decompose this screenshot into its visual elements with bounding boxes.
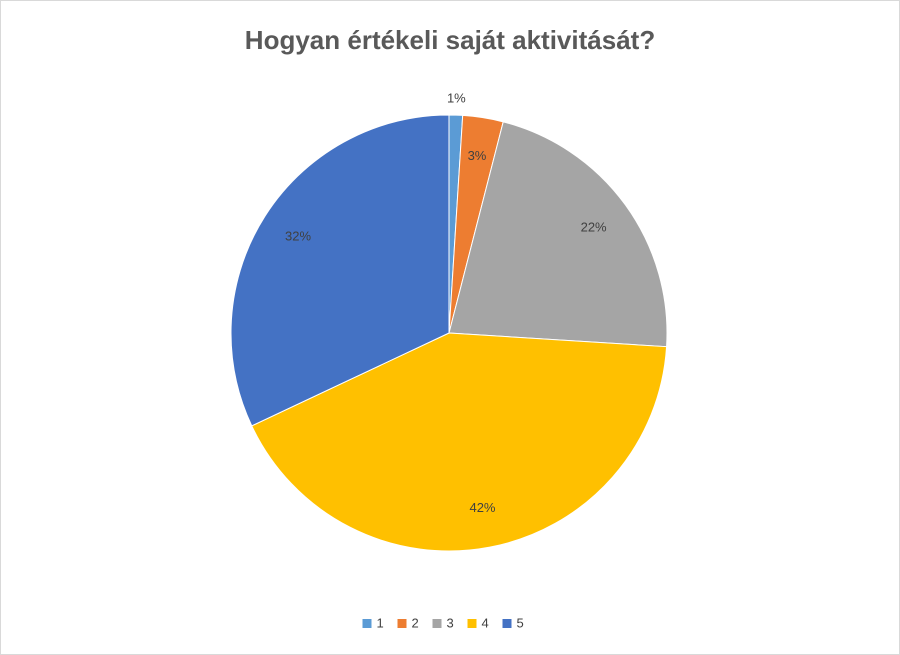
data-label: 22% (581, 219, 607, 234)
legend-swatch (362, 619, 372, 628)
pie-slice (230, 114, 450, 427)
legend-label: 5 (517, 615, 524, 630)
pie-slice (251, 332, 668, 552)
data-label: 32% (285, 229, 311, 244)
legend-swatch (502, 619, 512, 628)
legend-swatch (432, 619, 442, 628)
legend-swatch (467, 619, 477, 628)
legend-label: 3 (447, 615, 454, 630)
legend-label: 1 (377, 615, 384, 630)
data-label: 3% (468, 148, 487, 163)
data-label: 42% (469, 500, 495, 515)
legend-swatch (397, 619, 407, 628)
pie-slice (448, 121, 668, 348)
legend-label: 2 (412, 615, 419, 630)
data-label: 1% (447, 91, 466, 106)
legend-label: 4 (482, 615, 489, 630)
chart-title: Hogyan értékeli saját aktivitását? (245, 25, 655, 55)
